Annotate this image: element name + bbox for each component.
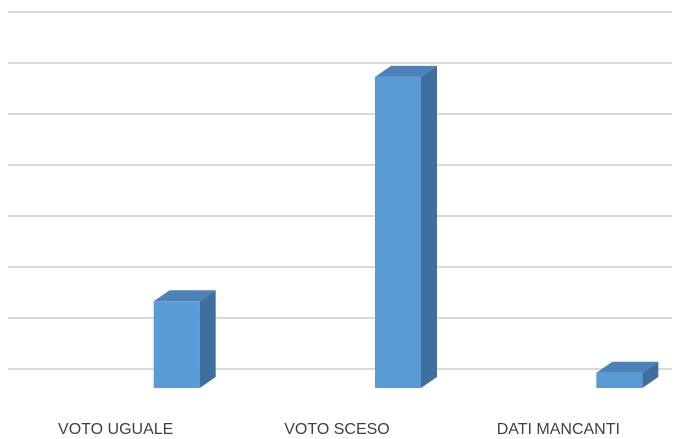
bar-front <box>375 76 421 389</box>
bar-top <box>153 290 216 302</box>
bar-side <box>642 361 659 388</box>
x-tick-label: VOTO SCESO <box>284 421 390 438</box>
bar <box>153 290 216 388</box>
bar-top <box>375 65 437 77</box>
bar-side <box>421 65 437 389</box>
bar <box>375 65 437 389</box>
bar-front <box>153 301 200 388</box>
bar-top <box>596 361 659 373</box>
bar-side <box>199 290 216 388</box>
x-tick-label: DATI MANCANTI <box>497 421 620 438</box>
x-tick-label: VOTO UGUALE <box>58 421 173 438</box>
bar <box>596 361 659 388</box>
bar-front <box>596 372 643 388</box>
